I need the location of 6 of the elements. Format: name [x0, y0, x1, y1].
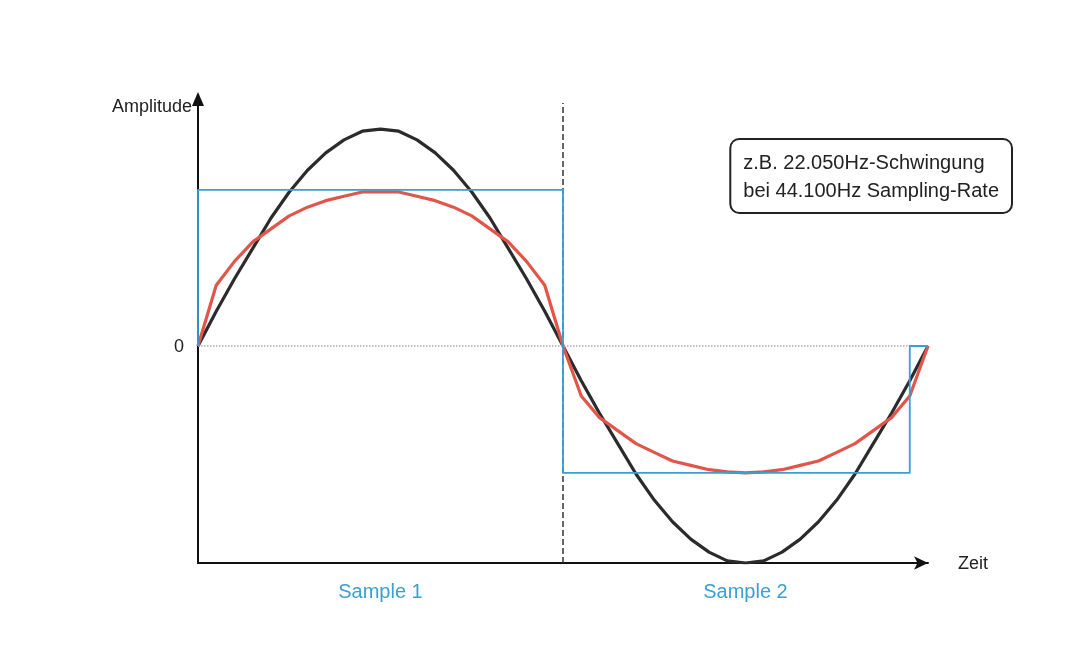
- x-axis-title: Zeit: [958, 553, 989, 573]
- annotation: z.B. 22.050Hz-Schwingung bei 44.100Hz Sampling-Rate: [743, 151, 999, 201]
- y-axis-title: Amplitude: [111, 96, 192, 116]
- x-tick-label: Sample 1: [338, 580, 423, 602]
- ref-line-label: 0: [173, 336, 184, 357]
- x-tick-label: Sample 2: [703, 580, 788, 602]
